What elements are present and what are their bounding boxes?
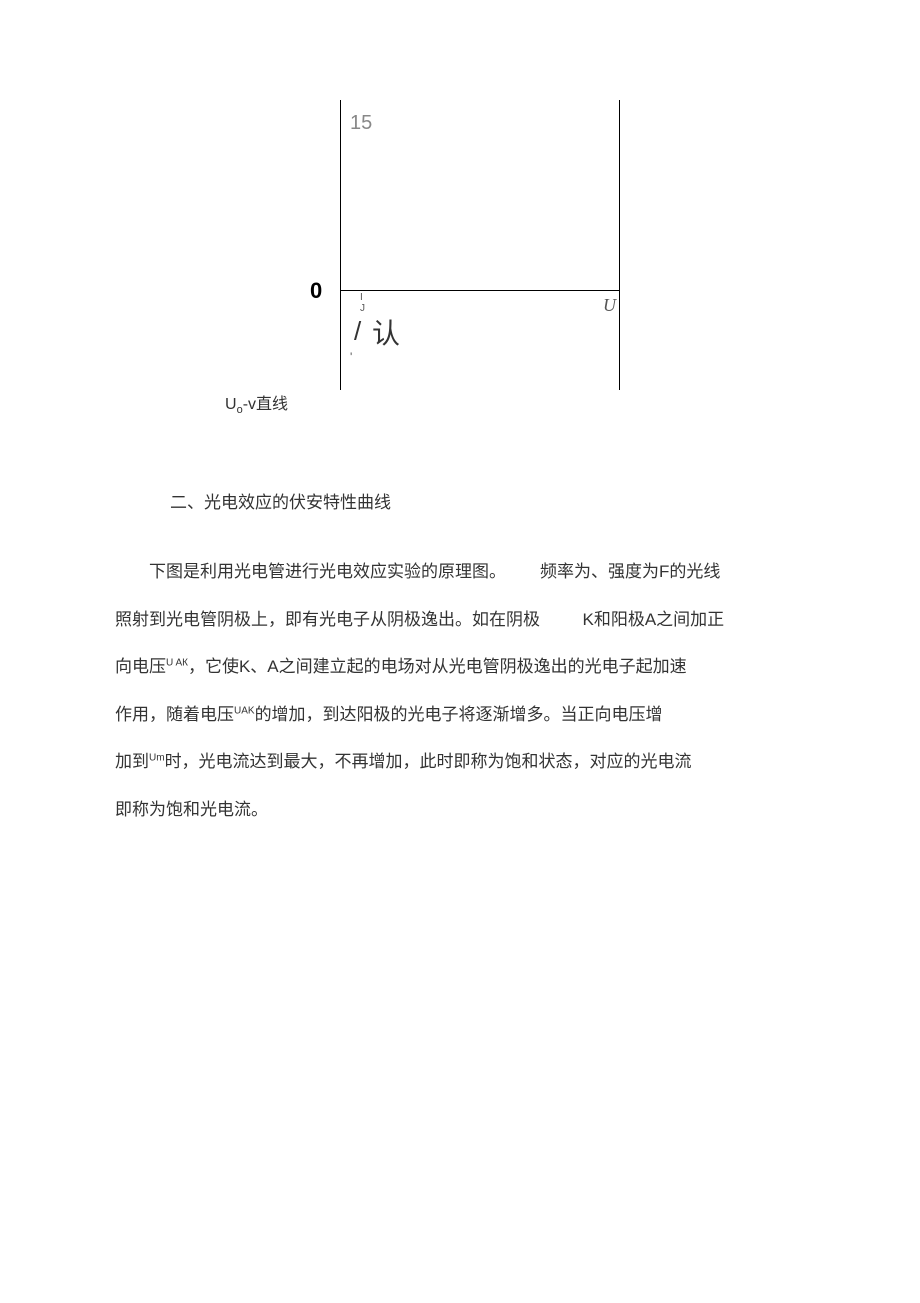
y-axis-line [340, 100, 341, 390]
mark-i: I [360, 292, 363, 303]
origin-label: 0 [310, 278, 322, 304]
body-paragraph: 下图是利用光电管进行光电效应实验的原理图。 频率为、强度为F的光线 照射到光电管阴… [115, 548, 805, 834]
chart-caption: Uo-v直线 [225, 390, 288, 416]
body-p5-seg2: 时，光电流达到最大，不再增加，此时即称为饱和状态，对应的光电流 [165, 752, 692, 771]
right-border-line [619, 100, 620, 390]
body-p3-seg1: 向电压 [115, 657, 166, 676]
caption-suffix: -v直线 [243, 396, 288, 413]
slash-mark: / [354, 316, 361, 347]
body-p4-sup2: UAK [234, 705, 255, 716]
x-axis-line [340, 290, 620, 291]
chart-uo-v: 0 15 U I J / 认 ' [340, 100, 620, 390]
mark-j: J [360, 303, 365, 314]
body-p3-sup1: U AК [166, 658, 188, 669]
body-p2-seg1: 照射到光电管阴极上，即有光电子从阴极逸出。如在阴极 [115, 610, 540, 629]
dot-mark: ' [350, 350, 352, 364]
body-p6: 即称为饱和光电流。 [115, 800, 268, 819]
body-p5-sup3: Um [149, 753, 165, 764]
body-p3-seg2: ，它使K、A之间建立起的电场对从光电管阴极逸出的光电子起加速 [188, 657, 687, 676]
body-p1-seg2: 频率为、强度为F的光线 [540, 562, 720, 581]
ren-char: 认 [372, 312, 400, 352]
x-axis-label-u: U [603, 295, 616, 316]
body-p2-seg2: K和阳极A之间加正 [583, 610, 725, 629]
caption-prefix: U [225, 396, 237, 413]
body-p1-seg1: 下图是利用光电管进行光电效应实验的原理图。 [149, 562, 506, 581]
body-p4-seg2: 的增加，到达阳极的光电子将逐渐增多。当正向电压增 [255, 705, 663, 724]
body-p5-seg1: 加到 [115, 752, 149, 771]
y-tick-15: 15 [350, 112, 372, 135]
small-marks: I J [360, 292, 365, 314]
section-heading: 二、光电效应的伏安特性曲线 [170, 488, 391, 513]
body-p4-seg1: 作用，随着电压 [115, 705, 234, 724]
